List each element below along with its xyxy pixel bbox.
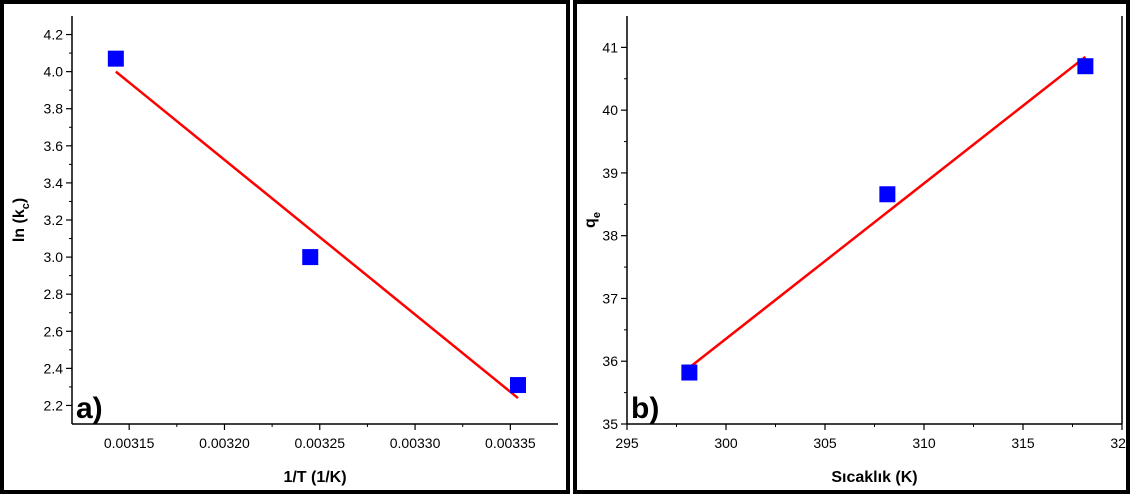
y-axis-title: ln (kc) xyxy=(11,198,32,242)
data-point-marker xyxy=(879,186,896,203)
y-axis-title-subscript: c xyxy=(20,203,32,209)
x-tick-label: 300 xyxy=(714,435,738,451)
x-tick-label: 0.00315 xyxy=(104,435,155,451)
x-tick-label: 310 xyxy=(912,435,936,451)
x-tick-label: 0.00335 xyxy=(485,435,536,451)
y-axis-title: qe xyxy=(582,212,603,228)
y-tick-label: 38 xyxy=(602,228,618,244)
y-axis-title-main: q xyxy=(582,218,599,228)
x-tick-label: 320 xyxy=(1110,435,1130,451)
data-point-marker xyxy=(107,50,124,67)
chart-a-svg: 0.00315 0.00320 0.00325 0.00330 0.00335 2.2 2.… xyxy=(11,16,558,486)
y-tick-label: 2.2 xyxy=(44,397,64,413)
x-tick-label: 315 xyxy=(1011,435,1035,451)
chart-panel-a: 0.00315 0.00320 0.00325 0.00330 0.00335 2.2 2.… xyxy=(0,0,570,494)
panel-label: b) xyxy=(631,392,659,425)
y-tick-label: 3.2 xyxy=(44,212,64,228)
y-tick-label: 2.6 xyxy=(44,323,64,339)
panel-label: a) xyxy=(76,392,103,425)
y-tick-label: 2.4 xyxy=(44,360,64,376)
y-tick-label: 3.8 xyxy=(44,101,64,117)
data-point-marker xyxy=(1077,58,1094,75)
y-tick-label: 35 xyxy=(602,416,618,432)
data-point-marker xyxy=(302,249,319,266)
chart-panel-b: 295 300 305 310 315 320 35 36 37 38 39 40 41 Sıcaklık… xyxy=(573,0,1130,494)
x-tick-label: 0.00330 xyxy=(390,435,441,451)
y-tick-label: 4.0 xyxy=(44,64,64,80)
data-point-marker xyxy=(681,364,698,381)
y-tick-label: 40 xyxy=(602,102,618,118)
x-tick-label: 0.00325 xyxy=(294,435,345,451)
y-tick-label: 41 xyxy=(602,39,618,55)
fit-line xyxy=(115,70,519,400)
y-tick-label: 37 xyxy=(602,290,618,306)
y-tick-label: 2.8 xyxy=(44,286,64,302)
y-tick-label: 3.6 xyxy=(44,138,64,154)
x-axis-title: 1/T (1/K) xyxy=(283,469,346,486)
y-axis-title-main: ln (k xyxy=(11,209,28,242)
x-tick-label: 0.00320 xyxy=(199,435,250,451)
x-axis-title: Sıcaklık (K) xyxy=(831,469,917,486)
x-tick-label: 295 xyxy=(615,435,639,451)
x-tick-label: 305 xyxy=(813,435,837,451)
y-tick-label: 3.0 xyxy=(44,249,64,265)
y-tick-label: 3.4 xyxy=(44,175,64,191)
fit-line xyxy=(688,55,1087,369)
y-axis-title-subscript: e xyxy=(591,212,603,218)
chart-b-svg: 295 300 305 310 315 320 35 36 37 38 39 40 41 Sıcaklık… xyxy=(582,16,1130,486)
data-point-marker xyxy=(509,377,526,394)
y-tick-label: 4.2 xyxy=(44,27,64,43)
y-axis-title-close: ) xyxy=(11,198,28,203)
y-tick-label: 39 xyxy=(602,165,618,181)
y-tick-label: 36 xyxy=(602,353,618,369)
